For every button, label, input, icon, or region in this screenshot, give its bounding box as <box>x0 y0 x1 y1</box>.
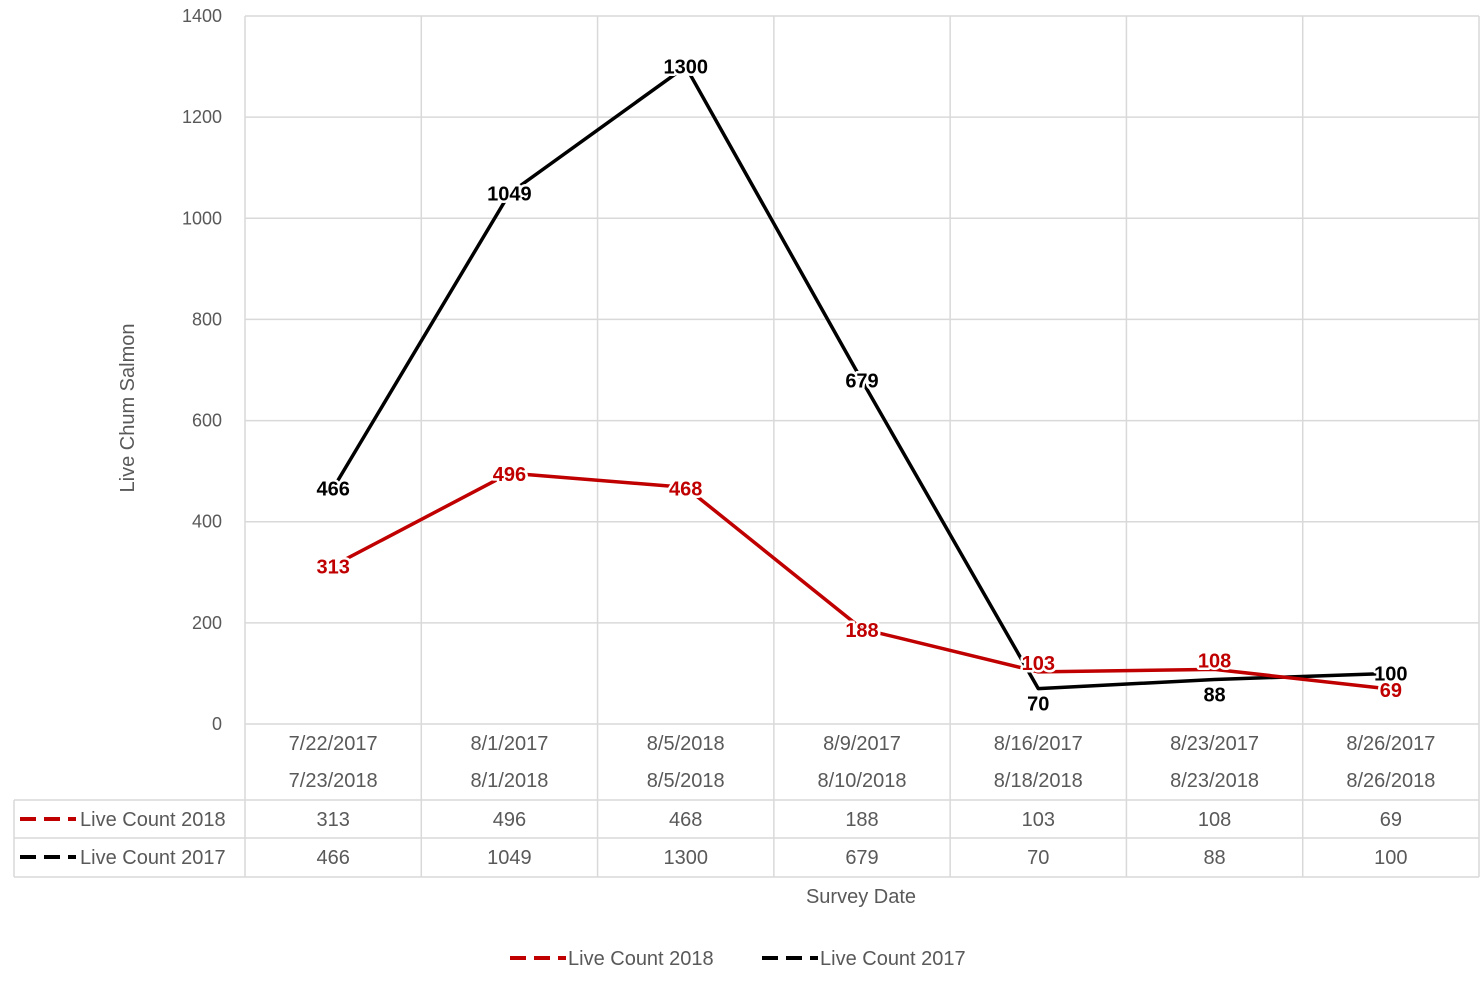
x-category-label: 8/5/2018 <box>647 733 725 755</box>
table-cell-value: 70 <box>1027 847 1049 869</box>
data-table: 7/22/2017 8/1/2017 8/5/2018 8/9/2017 8/16/20… <box>13 724 1480 878</box>
y-tick-label: 600 <box>192 411 222 431</box>
x-category-label: 8/23/2017 <box>1170 733 1259 755</box>
data-label: 496 <box>493 464 526 486</box>
table-series-name: Live Count 2018 <box>80 809 226 831</box>
data-label: 100 <box>1374 663 1407 685</box>
series-line <box>331 64 1391 691</box>
table-cell-value: 313 <box>316 809 349 831</box>
table-cell-value: 679 <box>845 847 878 869</box>
table-cell-value: 188 <box>845 809 878 831</box>
series-line <box>332 471 1392 691</box>
table-cell-value: 100 <box>1374 847 1407 869</box>
data-label: 108 <box>1198 650 1231 672</box>
grid <box>244 15 1480 725</box>
table-cell-value: 1300 <box>663 847 708 869</box>
table-cell-value: 468 <box>669 809 702 831</box>
x-category-label: 8/9/2017 <box>823 733 901 755</box>
table-cell-value: 466 <box>316 847 349 869</box>
legend-item-label: Live Count 2017 <box>820 948 966 970</box>
data-label: 88 <box>1203 684 1225 706</box>
data-label: 188 <box>845 620 878 642</box>
legend: Live Count 2018 Live Count 2017 <box>510 948 966 970</box>
table-series-name: Live Count 2017 <box>80 847 226 869</box>
y-axis-ticks: 0 200 400 600 800 1000 1200 1400 <box>182 6 222 734</box>
x-category-label: 8/10/2018 <box>818 770 907 792</box>
x-category-label: 8/26/2017 <box>1346 733 1435 755</box>
data-labels: 313 496 468 188 103 108 69 466 1049 1300 679 70 88 10… <box>314 54 1410 718</box>
y-tick-label: 400 <box>192 512 222 532</box>
table-cell-value: 69 <box>1380 809 1402 831</box>
x-category-label: 8/16/2017 <box>994 733 1083 755</box>
y-tick-label: 200 <box>192 613 222 633</box>
y-tick-label: 800 <box>192 309 222 329</box>
x-category-label: 8/1/2018 <box>470 770 548 792</box>
y-axis-title: Live Chum Salmon <box>117 324 139 493</box>
table-cell-value: 496 <box>493 809 526 831</box>
x-category-label: 8/26/2018 <box>1346 770 1435 792</box>
legend-item-label: Live Count 2018 <box>568 948 714 970</box>
x-category-label: 8/18/2018 <box>994 770 1083 792</box>
x-category-label: 8/5/2018 <box>647 770 725 792</box>
x-axis-title: Survey Date <box>806 886 916 908</box>
x-category-label: 7/22/2017 <box>289 733 378 755</box>
data-label: 70 <box>1027 694 1049 716</box>
table-cell-value: 88 <box>1203 847 1225 869</box>
data-label: 103 <box>1022 653 1055 675</box>
y-tick-label: 1200 <box>182 107 222 127</box>
table-cell-value: 103 <box>1022 809 1055 831</box>
series-lines <box>331 64 1392 691</box>
data-label: 466 <box>316 478 349 500</box>
data-label: 1300 <box>663 57 708 79</box>
x-category-label: 8/23/2018 <box>1170 770 1259 792</box>
data-label: 1049 <box>487 184 532 206</box>
x-category-label: 8/1/2017 <box>470 733 548 755</box>
y-tick-label: 1000 <box>182 208 222 228</box>
data-label: 313 <box>316 557 349 579</box>
y-tick-label: 0 <box>212 714 222 734</box>
x-category-label: 7/23/2018 <box>289 770 378 792</box>
data-label: 468 <box>669 478 702 500</box>
y-tick-label: 1400 <box>182 6 222 26</box>
table-cell-value: 108 <box>1198 809 1231 831</box>
data-label: 679 <box>845 371 878 393</box>
data-label: 69 <box>1380 680 1402 702</box>
table-cell-value: 1049 <box>487 847 532 869</box>
